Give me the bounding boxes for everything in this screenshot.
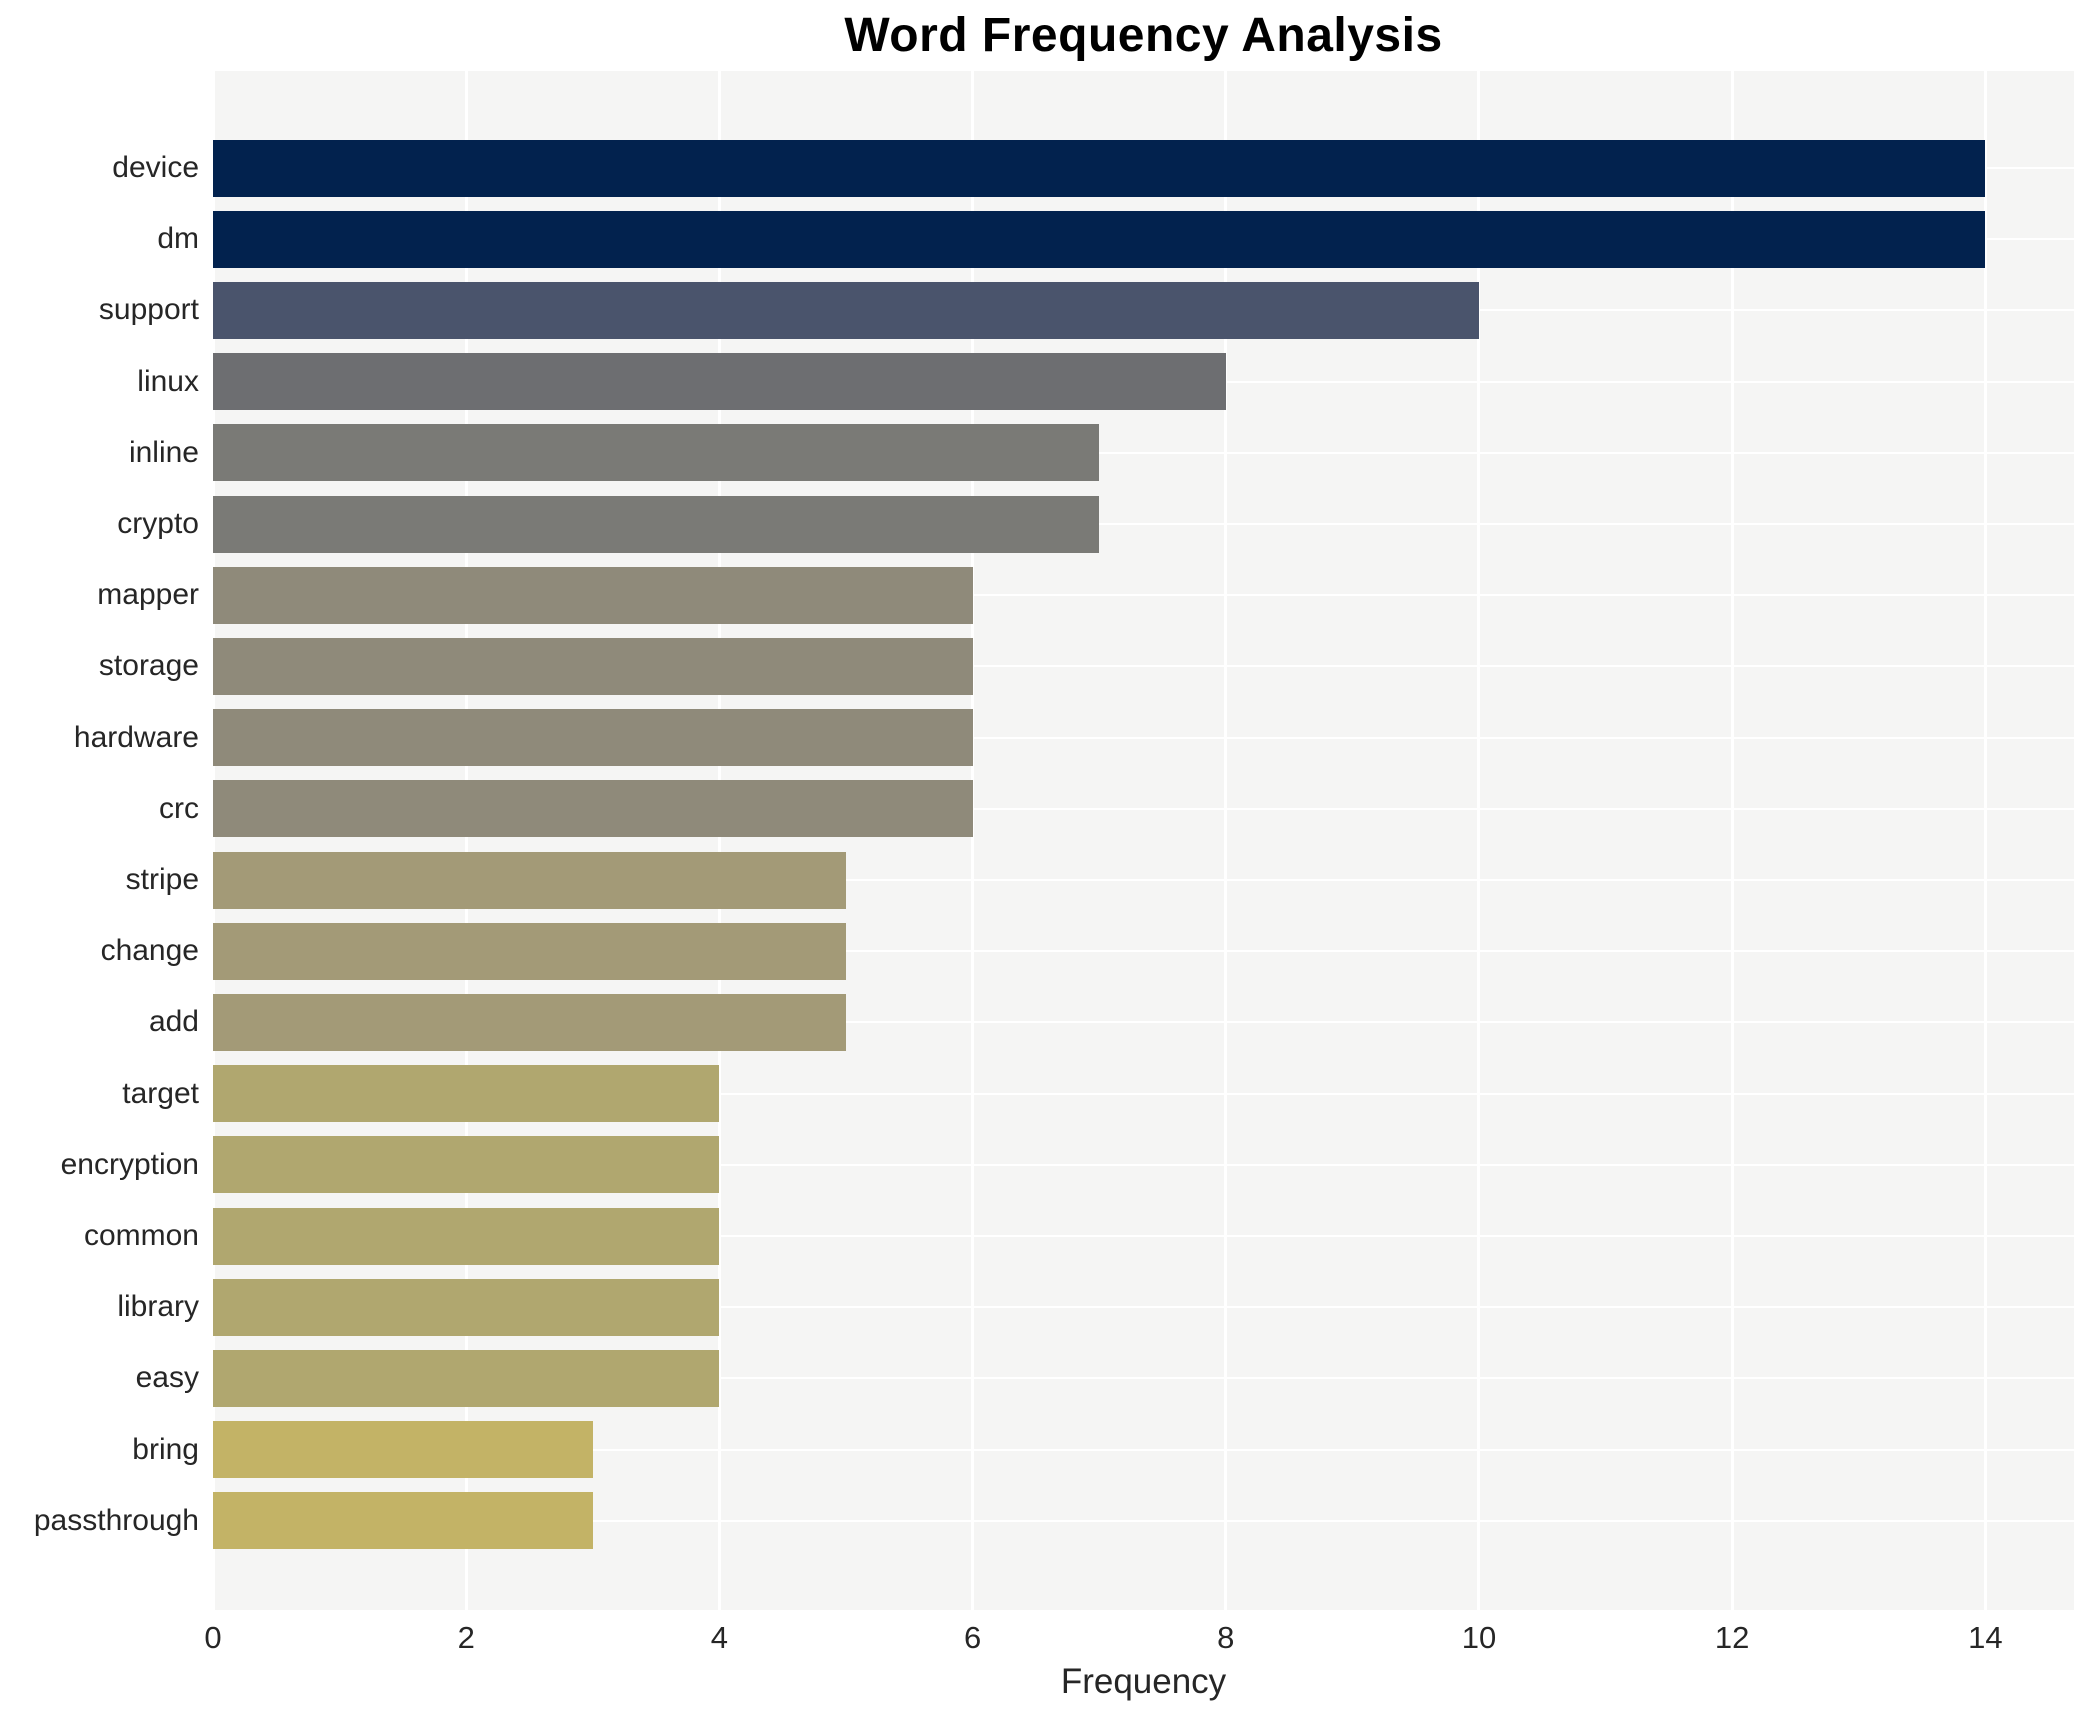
x-tick-label: 12	[1714, 1620, 1750, 1655]
bar	[213, 1349, 720, 1407]
y-tick-label: storage	[98, 649, 199, 683]
bar	[213, 1207, 720, 1265]
x-tick-label: 0	[204, 1620, 222, 1655]
gridline-horizontal	[213, 1306, 2074, 1309]
gridline-vertical	[971, 71, 975, 1610]
y-tick-label: common	[83, 1219, 199, 1252]
chart-title: Word Frequency Analysis	[844, 9, 1443, 62]
bar	[213, 1421, 593, 1479]
bar	[213, 139, 1986, 197]
x-tick-label: 14	[1968, 1620, 2003, 1655]
x-tick-label: 4	[710, 1620, 729, 1655]
bar	[213, 1492, 593, 1550]
gridline-horizontal	[213, 1092, 2074, 1095]
bar	[213, 709, 973, 767]
y-tick-label: library	[117, 1290, 199, 1324]
y-tick-label: change	[100, 934, 199, 968]
bar	[213, 210, 1986, 268]
gridline-horizontal	[213, 879, 2074, 881]
y-tick-label: encryption	[60, 1147, 199, 1181]
x-tick-label: 10	[1461, 1620, 1497, 1655]
y-tick-label: stripe	[125, 863, 199, 896]
gridline-vertical	[1477, 71, 1481, 1610]
bar	[213, 851, 846, 909]
y-tick-label: add	[148, 1005, 199, 1039]
gridline-vertical	[717, 71, 721, 1610]
gridline-horizontal	[213, 807, 2074, 810]
bar	[213, 922, 846, 980]
y-tick-label: crypto	[117, 507, 199, 540]
gridline-horizontal	[213, 1021, 2074, 1024]
y-tick-label: mapper	[97, 578, 199, 612]
y-tick-label: target	[122, 1076, 199, 1110]
y-tick-label: crc	[159, 791, 199, 825]
y-tick-label: easy	[135, 1361, 199, 1395]
bar	[213, 566, 973, 624]
gridline-vertical	[211, 71, 215, 1610]
bar	[213, 993, 846, 1051]
y-tick-label: dm	[157, 222, 199, 256]
gridline-horizontal	[213, 950, 2074, 953]
bar	[213, 1065, 720, 1123]
gridline-horizontal	[213, 1163, 2074, 1166]
y-tick-label: linux	[137, 364, 199, 398]
y-tick-label: bring	[132, 1432, 199, 1466]
x-tick-label: 2	[457, 1620, 475, 1655]
x-tick-label: 8	[1217, 1620, 1235, 1655]
gridline-vertical	[464, 71, 468, 1610]
bar	[213, 495, 1100, 553]
gridline-horizontal	[213, 451, 2074, 454]
bar	[213, 780, 973, 838]
bar	[213, 1278, 720, 1336]
y-tick-label: device	[112, 151, 199, 184]
gridline-horizontal	[213, 665, 2074, 668]
x-tick-label: 6	[963, 1620, 982, 1655]
y-tick-label: passthrough	[33, 1503, 199, 1537]
gridline-horizontal	[213, 594, 2074, 597]
gridline-horizontal	[213, 1377, 2074, 1380]
y-tick-label: hardware	[73, 720, 199, 754]
y-tick-label: support	[98, 293, 199, 327]
gridline-horizontal	[213, 523, 2074, 525]
gridline-horizontal	[213, 1235, 2074, 1237]
gridline-horizontal	[213, 1448, 2074, 1451]
bar	[213, 1136, 720, 1194]
bar	[213, 353, 1226, 411]
plot-area	[211, 71, 2074, 1610]
gridline-vertical	[1983, 71, 1987, 1610]
gridline-horizontal	[213, 1519, 2074, 1522]
gridline-vertical	[1224, 71, 1228, 1610]
bar	[213, 637, 973, 695]
gridline-horizontal	[213, 736, 2074, 739]
bar	[213, 424, 1100, 482]
gridline-vertical	[1730, 71, 1734, 1610]
y-tick-label: inline	[128, 435, 199, 469]
x-axis-title: Frequency	[1060, 1662, 1227, 1701]
bar	[213, 281, 1479, 339]
